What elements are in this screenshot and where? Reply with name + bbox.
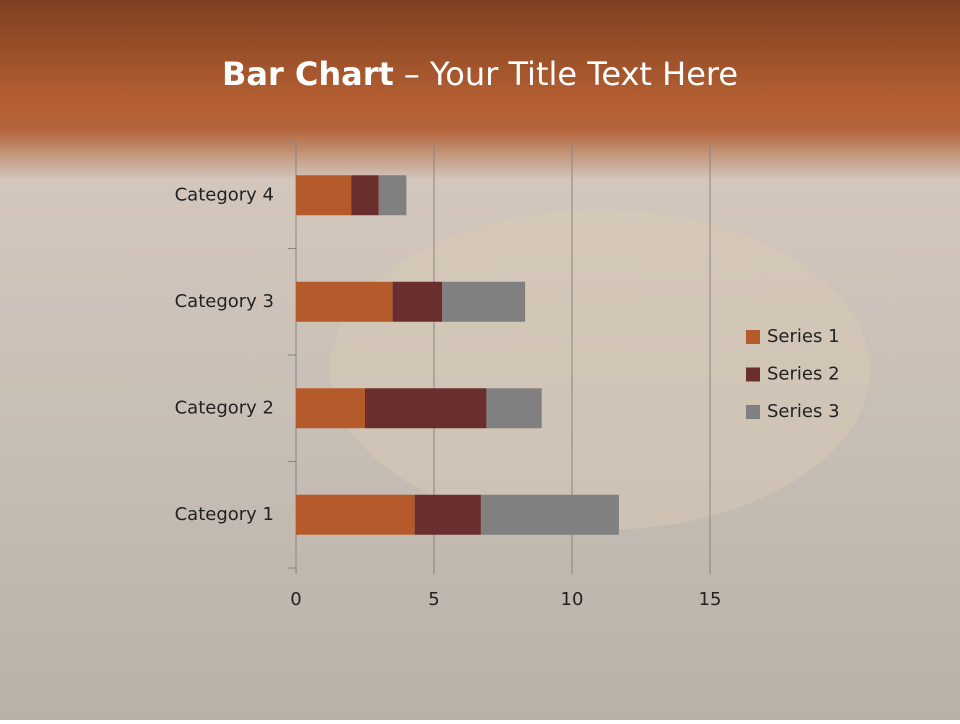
- legend-swatch: [746, 330, 760, 344]
- y-tick-label: Category 2: [175, 397, 274, 418]
- legend-label: Series 1: [767, 326, 840, 347]
- bar: [296, 175, 352, 216]
- bar: [378, 175, 407, 216]
- bar: [351, 175, 379, 216]
- y-tick-label: Category 4: [175, 184, 274, 205]
- legend-label: Series 3: [767, 401, 840, 422]
- slide-title: Bar Chart – Your Title Text Here: [222, 55, 738, 93]
- x-tick-label: 10: [561, 589, 584, 610]
- x-tick-label: 5: [428, 589, 439, 610]
- bar: [296, 281, 393, 322]
- title-rest: – Your Title Text Here: [404, 55, 738, 93]
- x-tick-label: 0: [290, 589, 301, 610]
- y-tick-label: Category 3: [175, 291, 274, 312]
- y-tick-label: Category 1: [175, 504, 274, 525]
- bar: [365, 388, 487, 429]
- bar: [442, 281, 526, 322]
- bar: [414, 494, 481, 535]
- title-bold: Bar Chart: [222, 55, 394, 93]
- legend-label: Series 2: [767, 364, 840, 385]
- bar: [392, 281, 443, 322]
- x-tick-label: 15: [699, 589, 722, 610]
- legend-swatch: [746, 405, 760, 419]
- bar: [486, 388, 542, 429]
- bar: [296, 494, 415, 535]
- legend-swatch: [746, 367, 760, 382]
- bar: [296, 388, 365, 429]
- bar: [480, 494, 619, 535]
